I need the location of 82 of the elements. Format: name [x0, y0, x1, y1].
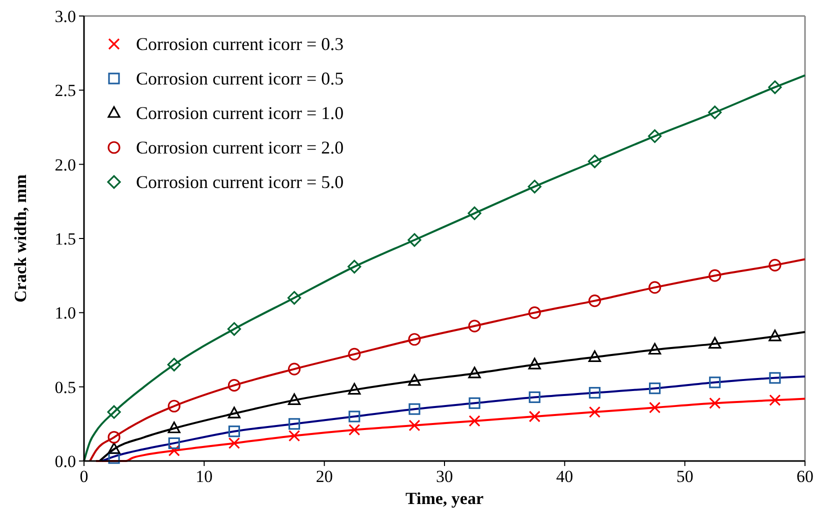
x-axis-title: Time, year	[405, 489, 484, 508]
point	[648, 342, 662, 355]
point	[168, 422, 180, 434]
y-tick-label: 0.0	[54, 452, 76, 471]
y-tick-label: 0.5	[54, 378, 76, 397]
legend-label: Corrosion current icorr = 5.0	[136, 172, 344, 192]
point	[228, 426, 240, 438]
point	[708, 106, 722, 120]
y-tick-label: 1.0	[54, 304, 76, 323]
point	[468, 397, 480, 409]
point	[768, 80, 782, 94]
point	[168, 437, 180, 449]
point	[528, 306, 541, 319]
point	[348, 260, 362, 274]
point	[348, 424, 360, 436]
x-tick-label: 50	[676, 467, 694, 486]
point	[588, 386, 601, 399]
point	[769, 372, 781, 384]
point	[108, 430, 120, 444]
point	[528, 410, 540, 422]
point	[288, 418, 300, 430]
point	[228, 437, 240, 449]
point	[768, 258, 782, 272]
y-tick-label: 2.0	[54, 155, 76, 174]
point	[408, 374, 421, 386]
point	[648, 382, 661, 394]
point	[227, 322, 242, 336]
point	[709, 376, 721, 388]
point	[287, 291, 302, 305]
point	[648, 281, 662, 294]
line-series	[95, 398, 806, 462]
point	[107, 405, 121, 419]
point	[708, 269, 722, 282]
x-tick-label: 0	[80, 467, 88, 486]
point	[168, 400, 180, 412]
point	[528, 391, 540, 404]
point	[228, 379, 241, 392]
point	[769, 394, 781, 406]
point	[588, 406, 601, 418]
point	[468, 366, 481, 378]
point	[468, 206, 482, 220]
point	[408, 420, 420, 432]
point	[228, 406, 241, 418]
y-axis-title: Crack width, mm	[11, 174, 30, 302]
y-tick-label: 1.5	[54, 230, 76, 248]
legend-label: Corrosion current icorr = 1.0	[136, 103, 344, 123]
point	[288, 362, 301, 376]
point	[648, 402, 661, 414]
point	[288, 393, 301, 405]
point	[348, 348, 361, 360]
point	[468, 415, 480, 427]
legend-label: Corrosion current icorr = 0.5	[136, 68, 344, 88]
point	[408, 333, 421, 346]
y-tick-label: 3.0	[54, 7, 76, 26]
point	[108, 452, 120, 464]
x-tick-label: 10	[196, 467, 213, 486]
x-tick-label: 30	[436, 467, 453, 486]
point	[168, 444, 180, 456]
x-tick-label: 60	[796, 467, 814, 486]
point	[348, 410, 360, 422]
legend-label: Corrosion current icorr = 2.0	[136, 138, 344, 158]
y-tick-label: 2.5	[54, 81, 76, 100]
x-tick-label: 40	[556, 467, 574, 486]
point	[528, 180, 542, 194]
point	[768, 330, 782, 342]
point	[588, 154, 602, 168]
point	[588, 294, 602, 308]
line-series	[89, 258, 806, 462]
x-tick-label: 20	[316, 467, 333, 486]
legend-label: Corrosion current icorr = 0.3	[136, 34, 344, 54]
point	[588, 350, 602, 362]
point	[648, 129, 662, 143]
point	[167, 358, 181, 372]
point	[708, 337, 722, 349]
point	[108, 442, 120, 454]
point	[348, 383, 361, 395]
point	[468, 320, 481, 332]
point	[528, 358, 541, 370]
point	[709, 397, 721, 409]
point	[408, 403, 420, 415]
point	[408, 233, 422, 247]
point	[288, 430, 300, 442]
